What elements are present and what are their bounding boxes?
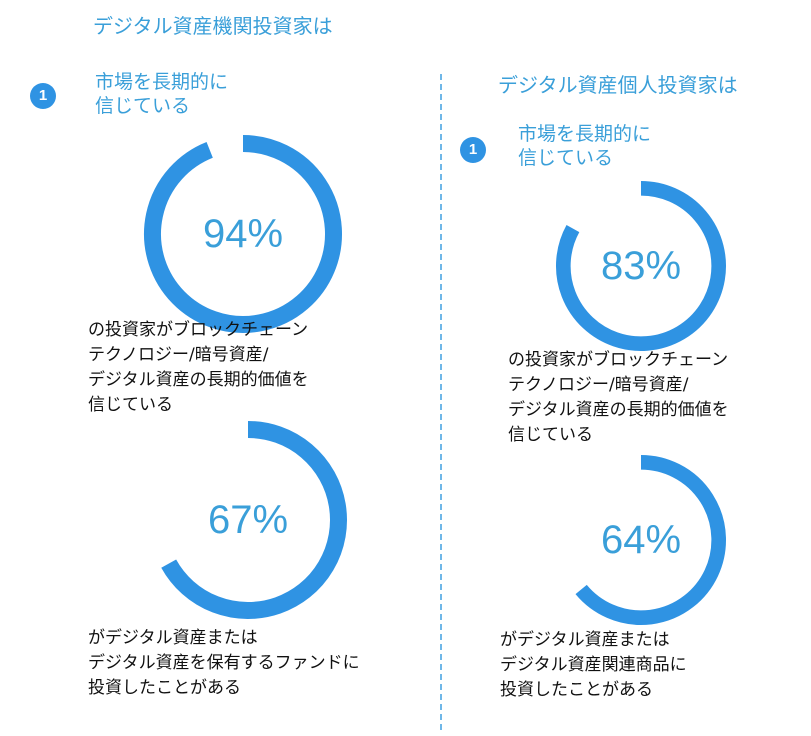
step-number-badge: 1: [30, 83, 56, 109]
donut-value-label: 64%: [601, 518, 681, 562]
column-divider: [440, 74, 442, 730]
subheading-line: 市場を長期的に: [518, 123, 652, 145]
donut-arc: [144, 135, 342, 333]
donut-arc: [575, 455, 726, 625]
institutional-heading: デジタル資産機関投資家は: [93, 14, 333, 38]
caption-line: 信じている: [88, 395, 173, 415]
donut-arc: [556, 181, 726, 351]
donut-value-label: 94%: [203, 212, 283, 256]
caption-line: の投資家がブロックチェーン: [88, 320, 309, 340]
donut-value-label: 67%: [208, 498, 288, 542]
caption-line: がデジタル資産または: [88, 628, 258, 648]
donut-value-label: 83%: [601, 244, 681, 288]
caption-line: 投資したことがある: [500, 680, 653, 700]
donut-chart-83: 83%: [556, 181, 726, 351]
retail-heading: デジタル資産個人投資家は: [498, 73, 738, 97]
institutional-subheading: 市場を長期的に 信じている: [95, 70, 228, 118]
caption-line: 信じている: [508, 425, 593, 445]
caption-line: の投資家がブロックチェーン: [508, 350, 729, 370]
step-number-badge: 1: [460, 137, 486, 163]
caption-line: デジタル資産の長期的価値を: [88, 370, 309, 390]
institutional-caption-2: がデジタル資産または デジタル資産を保有するファンドに 投資したことがある: [88, 626, 360, 701]
donut-chart-64: 64%: [575, 455, 726, 625]
subheading-line: 市場を長期的に: [95, 71, 229, 93]
caption-line: 投資したことがある: [88, 678, 241, 698]
donut-arc: [161, 421, 347, 619]
caption-line: テクノロジー/暗号資産/: [88, 345, 269, 365]
caption-line: テクノロジー/暗号資産/: [508, 375, 689, 395]
subheading-line: 信じている: [95, 95, 191, 117]
caption-line: デジタル資産を保有するファンドに: [88, 653, 360, 673]
subheading-line: 信じている: [518, 147, 614, 169]
caption-line: デジタル資産関連商品に: [500, 655, 687, 675]
donut-chart-67: 67%: [161, 421, 347, 619]
retail-caption-2: がデジタル資産または デジタル資産関連商品に 投資したことがある: [500, 628, 687, 703]
retail-caption-1: の投資家がブロックチェーン テクノロジー/暗号資産/ デジタル資産の長期的価値を…: [508, 348, 729, 448]
donut-chart-94: 94%: [144, 135, 342, 333]
institutional-caption-1: の投資家がブロックチェーン テクノロジー/暗号資産/ デジタル資産の長期的価値を…: [88, 318, 309, 418]
caption-line: デジタル資産の長期的価値を: [508, 400, 729, 420]
retail-subheading: 市場を長期的に 信じている: [518, 122, 651, 170]
caption-line: がデジタル資産または: [500, 630, 670, 650]
